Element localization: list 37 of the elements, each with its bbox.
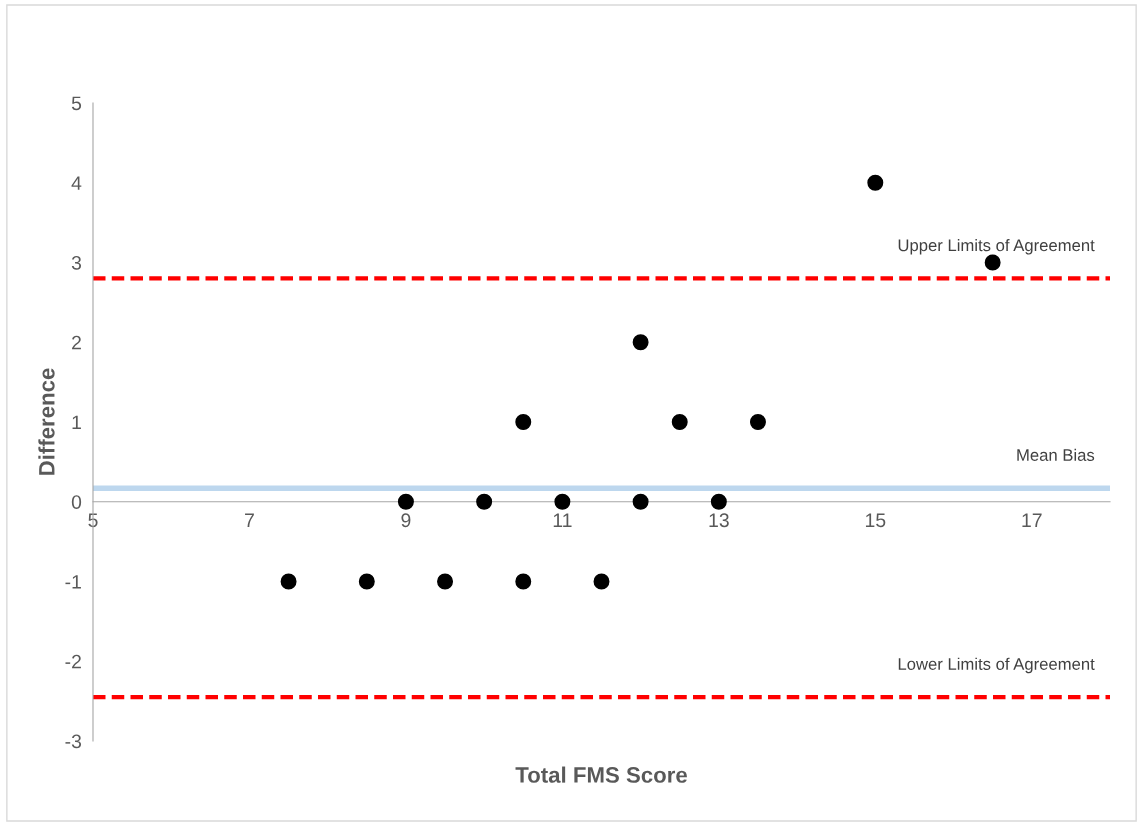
point: [437, 573, 454, 590]
ref-line-label: Upper Limits of Agreement: [898, 238, 1095, 255]
x-tick-label: 11: [553, 513, 572, 527]
point: [476, 493, 493, 510]
y-tick-label: 1: [72, 415, 81, 430]
x-tick-label: 17: [1022, 513, 1042, 527]
point: [749, 414, 766, 430]
point: [710, 493, 727, 510]
point: [280, 573, 297, 590]
x-axis-title: Total FMS Score: [515, 766, 687, 783]
y-axis-title: Difference: [38, 368, 55, 475]
ref-line-label: Lower Limits of Agreement: [898, 657, 1095, 674]
point: [515, 414, 532, 430]
point: [632, 334, 649, 351]
y-tick-label: -2: [65, 654, 81, 669]
ref-line-label: Mean Bias: [1017, 448, 1095, 461]
x-tick-label: 13: [709, 513, 729, 528]
y-tick-label: 4: [71, 176, 82, 190]
point: [554, 493, 571, 510]
y-tick-label: 2: [72, 335, 81, 350]
y-tick-label: 0: [71, 495, 82, 509]
point: [867, 174, 884, 191]
point: [358, 573, 375, 590]
x-tick-label: 15: [865, 513, 886, 528]
x-tick-label: 5: [88, 513, 98, 528]
y-tick-label: -3: [65, 734, 82, 749]
y-tick-label: -1: [65, 575, 81, 589]
y-tick-label: 5: [71, 96, 82, 111]
x-tick-label: 9: [401, 513, 411, 528]
point: [984, 254, 1001, 271]
point: [593, 573, 610, 590]
point: [632, 493, 649, 510]
point: [397, 493, 414, 510]
point: [671, 414, 688, 430]
x-tick-label: 7: [245, 513, 254, 527]
point: [515, 573, 532, 590]
y-tick-label: 3: [71, 255, 82, 270]
